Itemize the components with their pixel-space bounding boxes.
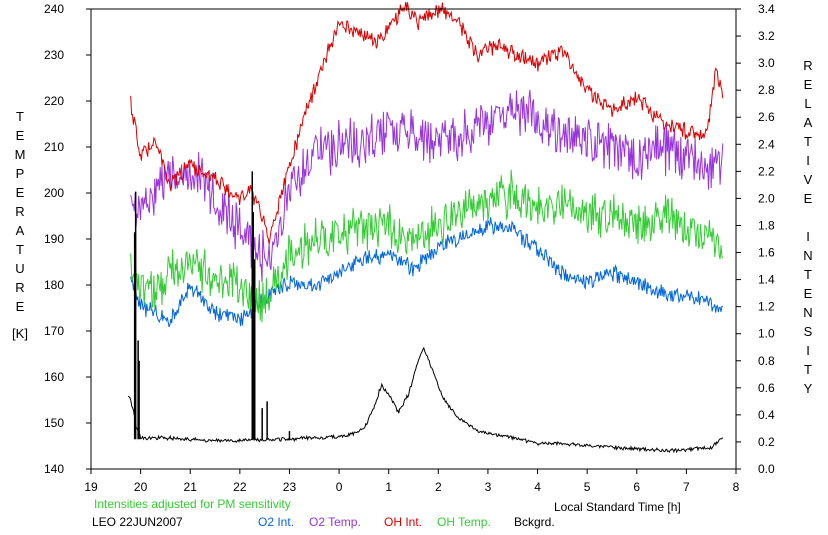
right-tick-label: 1.0 bbox=[758, 327, 775, 341]
x-tick-label: 4 bbox=[534, 480, 541, 494]
axis-label-letter: E bbox=[15, 299, 25, 314]
axis-label-letter: Y bbox=[803, 381, 813, 396]
right-tick-label: 2.6 bbox=[758, 110, 775, 124]
bckgrd-line bbox=[127, 346, 724, 454]
right-tick-label: 2.0 bbox=[758, 191, 775, 205]
legend-entry-oh-int: OH Int. bbox=[384, 515, 423, 529]
axis-label-letter: V bbox=[803, 172, 813, 187]
axis-label-letter: N bbox=[803, 248, 813, 263]
axis-label-letter: R bbox=[15, 204, 25, 219]
left-tick-label: 240 bbox=[44, 2, 64, 16]
legend-entry-o2-int: O2 Int. bbox=[258, 515, 295, 529]
axis-label-letter: E bbox=[15, 185, 25, 200]
axis-label-letter: E bbox=[15, 128, 25, 143]
right-tick-label: 3.2 bbox=[758, 29, 775, 43]
right-tick-label: 3.4 bbox=[758, 2, 775, 16]
right-tick-label: 0.6 bbox=[758, 381, 775, 395]
left-tick-label: 160 bbox=[44, 370, 64, 384]
o2-temp-line bbox=[130, 89, 724, 283]
axis-label-letter: L bbox=[804, 96, 812, 111]
right-tick-label: 1.2 bbox=[758, 300, 775, 314]
axis-label-letter: U bbox=[15, 261, 25, 276]
axis-label-letter: A bbox=[15, 223, 25, 238]
left-tick-label: 210 bbox=[44, 140, 64, 154]
right-tick-label: 3.0 bbox=[758, 56, 775, 70]
right-tick-label: 1.8 bbox=[758, 218, 775, 232]
axis-label-letter: T bbox=[804, 362, 812, 377]
left-tick-label: 220 bbox=[44, 94, 64, 108]
x-tick-label: 0 bbox=[336, 480, 343, 494]
axis-label-letter: E bbox=[803, 191, 813, 206]
axis-label-letter: M bbox=[14, 147, 26, 162]
x-tick-label: 6 bbox=[633, 480, 640, 494]
left-tick-label: 230 bbox=[44, 48, 64, 62]
axis-label-letter: T bbox=[16, 109, 24, 124]
left-tick-label: 180 bbox=[44, 278, 64, 292]
x-tick-label: 19 bbox=[84, 480, 98, 494]
legend-entry-bckgrd: Bckgrd. bbox=[514, 515, 555, 529]
right-tick-label: 2.4 bbox=[758, 137, 775, 151]
x-tick-label: 7 bbox=[683, 480, 690, 494]
axis-label-letter: R bbox=[803, 58, 813, 73]
x-axis-label: Local Standard Time [h] bbox=[554, 500, 681, 514]
right-tick-label: 1.6 bbox=[758, 246, 775, 260]
right-tick-label: 0.0 bbox=[758, 462, 775, 476]
oh-int-line bbox=[130, 2, 724, 245]
axis-label-letter: T bbox=[804, 267, 812, 282]
x-tick-label: 1 bbox=[385, 480, 392, 494]
pm-sensitivity-note: Intensities adjusted for PM sensitivity bbox=[94, 497, 291, 511]
x-tick-label: 5 bbox=[584, 480, 591, 494]
left-tick-label: 200 bbox=[44, 186, 64, 200]
x-tick-label: 2 bbox=[435, 480, 442, 494]
left-tick-label: 150 bbox=[44, 416, 64, 430]
axis-label-letter: E bbox=[803, 77, 813, 92]
axis-label-letter: A bbox=[803, 115, 813, 130]
x-tick-label: 21 bbox=[184, 480, 198, 494]
axis-label-letter: I bbox=[806, 343, 810, 358]
x-tick-label: 8 bbox=[733, 480, 740, 494]
site-date-label: LEO 22JUN2007 bbox=[92, 515, 183, 529]
axis-label-letter: E bbox=[803, 286, 813, 301]
axis-label-letter: N bbox=[803, 305, 813, 320]
axis-label-letter: I bbox=[806, 229, 810, 244]
x-tick-label: 23 bbox=[283, 480, 297, 494]
tick-layer: 19 20 21 22 23 0 1 2 3 4 5 6 7 8140150160170180190200… bbox=[44, 2, 775, 494]
right-tick-label: 2.8 bbox=[758, 83, 775, 97]
right-tick-label: 0.2 bbox=[758, 435, 775, 449]
left-axis-label: T E M P E R A T U R E [K] bbox=[10, 107, 30, 343]
o2-int-line bbox=[130, 217, 724, 328]
x-tick-label: 20 bbox=[134, 480, 148, 494]
left-tick-label: 190 bbox=[44, 232, 64, 246]
left-tick-label: 140 bbox=[44, 462, 64, 476]
axis-label-letter: P bbox=[15, 166, 25, 181]
series-layer bbox=[127, 2, 724, 454]
legend-entry-oh-temp: OH Temp. bbox=[437, 515, 491, 529]
axis-label-letter: S bbox=[803, 324, 813, 339]
right-tick-label: 2.2 bbox=[758, 164, 775, 178]
x-tick-label: 22 bbox=[233, 480, 247, 494]
axis-label-letter: R bbox=[15, 280, 25, 295]
left-tick-label: 170 bbox=[44, 324, 64, 338]
right-tick-label: 1.4 bbox=[758, 273, 775, 287]
axis-label-letter: I bbox=[806, 153, 810, 168]
left-axis-unit: [K] bbox=[12, 326, 28, 341]
axis-label-letter: T bbox=[16, 242, 24, 257]
right-tick-label: 0.4 bbox=[758, 408, 775, 422]
right-tick-label: 0.8 bbox=[758, 354, 775, 368]
x-tick-label: 3 bbox=[485, 480, 492, 494]
legend-entry-o2-temp: O2 Temp. bbox=[309, 515, 361, 529]
oh-temp-line bbox=[130, 169, 724, 323]
axis-label-letter: T bbox=[804, 134, 812, 149]
